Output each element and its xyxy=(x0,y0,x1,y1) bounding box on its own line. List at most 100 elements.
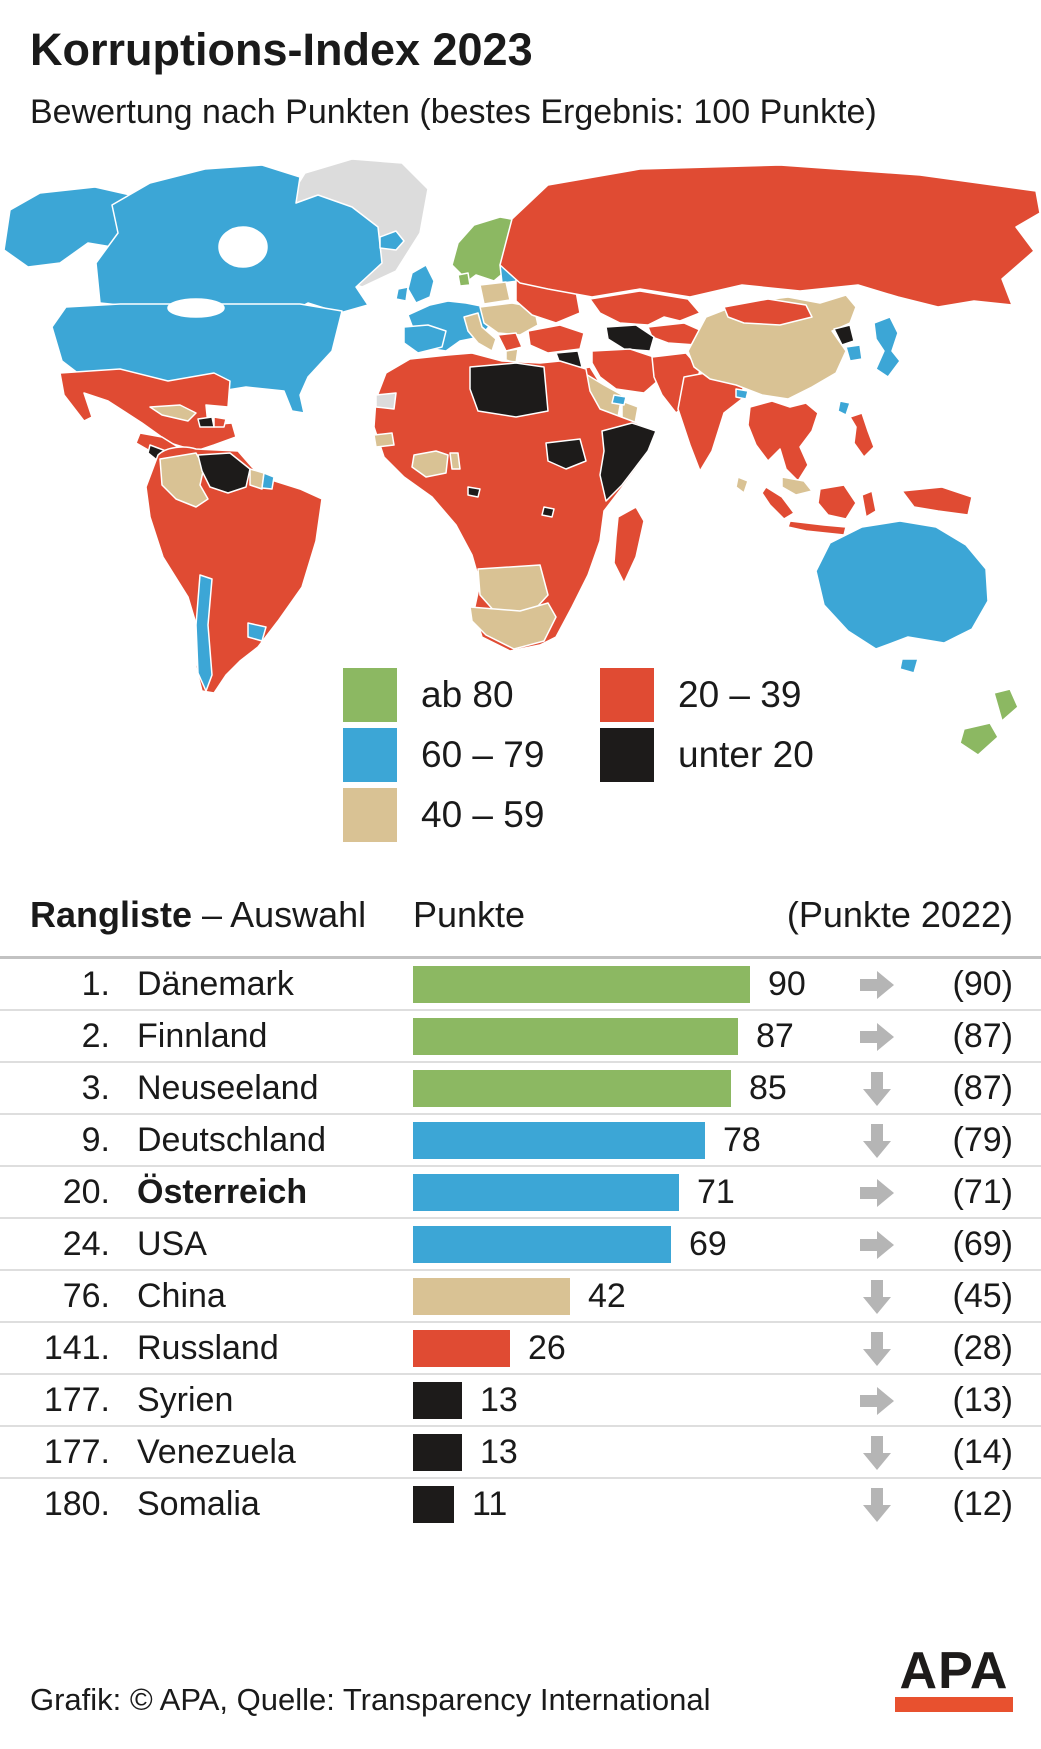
region-denmark xyxy=(457,272,471,287)
score-value: 90 xyxy=(768,965,806,1003)
region-india xyxy=(677,370,745,472)
score-bar xyxy=(413,1018,738,1055)
region-uruguay xyxy=(247,622,267,642)
region-chile xyxy=(195,574,213,692)
trend-down-icon xyxy=(856,1432,898,1474)
region-eastern-europe xyxy=(479,302,539,336)
table-header-rangliste: Rangliste – Auswahl xyxy=(30,894,367,935)
region-south-africa xyxy=(469,602,557,650)
rank-cell: 2. xyxy=(81,1017,110,1055)
legend-swatch-green xyxy=(343,668,397,722)
region-western-sahara xyxy=(375,392,397,410)
region-sulawesi xyxy=(861,490,877,518)
trend-right-icon xyxy=(856,1016,898,1058)
country-cell: Russland xyxy=(137,1329,279,1367)
region-africa xyxy=(373,352,657,652)
country-cell: China xyxy=(137,1277,226,1315)
table-header-punkte-2022: (Punkte 2022) xyxy=(786,894,1013,935)
legend-swatch-black xyxy=(600,728,654,782)
score-value: 71 xyxy=(697,1173,735,1211)
score-bar xyxy=(413,1122,705,1159)
region-borneo xyxy=(817,484,857,520)
region-mexico xyxy=(59,368,237,452)
prev-score: (87) xyxy=(952,1017,1013,1055)
legend-item-40-59: 40 – 59 xyxy=(343,788,544,842)
legend-label: 20 – 39 xyxy=(678,674,802,715)
rank-cell: 180. xyxy=(43,1485,110,1523)
table-header: Rangliste – Auswahl Punkte (Punkte 2022) xyxy=(0,894,1041,946)
region-turkmenistan xyxy=(605,324,655,352)
rank-cell: 177. xyxy=(43,1381,110,1419)
region-ireland xyxy=(395,286,409,302)
rank-cell: 141. xyxy=(43,1329,110,1367)
trend-down-icon xyxy=(856,1276,898,1318)
score-value: 13 xyxy=(480,1381,518,1419)
trend-down-icon xyxy=(856,1328,898,1370)
table-row: 3. Neuseeland 85 (87) xyxy=(0,1063,1041,1115)
region-poland xyxy=(479,281,511,305)
prev-score: (12) xyxy=(952,1485,1013,1523)
prev-score: (79) xyxy=(952,1121,1013,1159)
prev-score: (45) xyxy=(952,1277,1013,1315)
rank-cell: 177. xyxy=(43,1433,110,1471)
region-south-sudan xyxy=(545,438,587,470)
score-bar xyxy=(413,966,750,1003)
region-dominican-republic xyxy=(213,416,227,428)
region-new-guinea xyxy=(901,486,973,516)
legend-swatch-blue xyxy=(343,728,397,782)
score-bar xyxy=(413,1486,454,1523)
rank-cell: 3. xyxy=(81,1069,110,1107)
region-cuba xyxy=(149,404,197,422)
region-balkans xyxy=(497,332,523,352)
region-madagascar xyxy=(613,506,645,584)
great-lakes-water xyxy=(167,298,225,318)
score-value: 69 xyxy=(689,1225,727,1263)
rank-cell: 9. xyxy=(81,1121,110,1159)
score-value: 42 xyxy=(588,1277,626,1315)
legend-item-ab-80: ab 80 xyxy=(343,668,514,722)
region-somalia xyxy=(599,422,657,502)
region-guyana xyxy=(249,468,265,490)
country-cell: Dänemark xyxy=(137,965,294,1003)
region-taiwan xyxy=(837,400,851,416)
score-value: 87 xyxy=(756,1017,794,1055)
table-row: 180. Somalia 11 (12) xyxy=(0,1479,1041,1531)
score-bar xyxy=(413,1330,510,1367)
trend-right-icon xyxy=(856,1380,898,1422)
ranking-table: 1. Dänemark 90 (90) 2. Finnland 87 (87) 3. Neusee… xyxy=(0,956,1041,1531)
region-north-korea xyxy=(833,324,855,346)
region-iran xyxy=(591,348,661,394)
prev-score: (87) xyxy=(952,1069,1013,1107)
region-sri-lanka xyxy=(735,476,749,494)
world-choropleth-map xyxy=(3,158,1041,756)
score-value: 13 xyxy=(480,1433,518,1471)
score-bar xyxy=(413,1434,462,1471)
prev-score: (14) xyxy=(952,1433,1013,1471)
score-bar xyxy=(413,1382,462,1419)
country-cell: Neuseeland xyxy=(137,1069,319,1107)
country-cell: Österreich xyxy=(137,1173,308,1211)
region-senegal xyxy=(373,432,395,448)
country-cell: Deutschland xyxy=(137,1121,327,1159)
trend-down-icon xyxy=(856,1120,898,1162)
table-header-punkte: Punkte xyxy=(413,894,526,935)
region-benin xyxy=(449,452,461,470)
table-row: 76. China 42 (45) xyxy=(0,1271,1041,1323)
region-java xyxy=(787,520,847,536)
region-new-zealand-south xyxy=(959,722,999,756)
source-credit: Grafik: © APA, Quelle: Transparency Inte… xyxy=(30,1682,711,1717)
legend-label: ab 80 xyxy=(421,674,514,715)
region-tasmania xyxy=(899,658,919,674)
trend-down-icon xyxy=(856,1484,898,1526)
region-australia xyxy=(815,520,989,650)
rank-cell: 1. xyxy=(81,965,110,1003)
table-row: 9. Deutschland 78 (79) xyxy=(0,1115,1041,1167)
country-cell: Venezuela xyxy=(137,1433,296,1471)
page-title: Korruptions-Index 2023 xyxy=(30,24,533,75)
region-philippines xyxy=(849,412,875,458)
prev-score: (71) xyxy=(952,1173,1013,1211)
prev-score: (69) xyxy=(952,1225,1013,1263)
country-cell: Syrien xyxy=(137,1381,234,1419)
country-cell: Finnland xyxy=(137,1017,268,1055)
region-sumatra xyxy=(761,486,795,520)
